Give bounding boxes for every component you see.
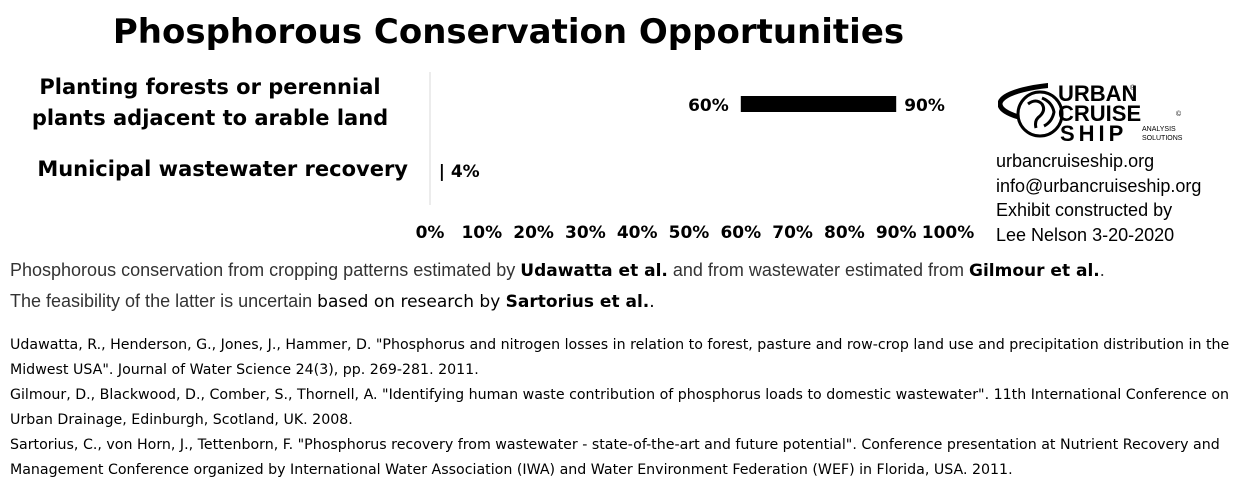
note-text-4: The feasibility of the latter is uncerta… xyxy=(10,291,318,311)
source-note-line-1: Phosphorous conservation from cropping p… xyxy=(10,255,1230,286)
credit-line-1: Exhibit constructed by xyxy=(996,200,1173,220)
email-link[interactable]: info@urbancruiseship.org xyxy=(996,175,1202,196)
tick-label: 10% xyxy=(461,223,502,243)
tick-label: 50% xyxy=(669,223,710,243)
data-label-forests-high: 90% xyxy=(904,96,945,116)
tick-label: 40% xyxy=(617,223,658,243)
reference-udawatta: Udawatta, R., Henderson, G., Jones, J., … xyxy=(10,337,1230,378)
logo-word-cruise: CRUISE xyxy=(1058,101,1141,126)
note-source-gilmour: Gilmour et al. xyxy=(969,261,1100,281)
tick-label: 100% xyxy=(922,223,975,243)
contact-info: urbancruiseship.org info@urbancruiseship… xyxy=(996,149,1201,247)
tick-labels: 0% 10% 20% 30% 40% 50% 60% 70% 80% 90% 100% xyxy=(416,223,975,243)
website-link[interactable]: urbancruiseship.org xyxy=(996,151,1155,171)
logo-word-urban: URBAN xyxy=(1058,81,1137,106)
tick-label: 60% xyxy=(720,223,761,243)
source-note-line-2: The feasibility of the latter is uncerta… xyxy=(10,286,1230,317)
data-label-forests-low: 60% xyxy=(688,96,729,116)
tick-label: 70% xyxy=(772,223,813,243)
logo-tag-analysis: ANALYSIS xyxy=(1142,126,1176,133)
reference-sartorius: Sartorius, C., von Horn, J., Tettenborn,… xyxy=(10,437,1220,478)
chart-title: Phosphorous Conservation Opportunities xyxy=(112,12,905,52)
urban-cruise-ship-logo: URBAN ® CRUISE © SHIP ANALYSIS SOLUTIONS xyxy=(998,80,1183,146)
bar-forests-range xyxy=(740,96,897,112)
logo-copyright-mark: © xyxy=(1176,110,1182,118)
note-text-5: based on research by xyxy=(317,292,506,312)
reference-gilmour: Gilmour, D., Blackwood, D., Comber, S., … xyxy=(10,387,1230,428)
data-label-wastewater: | 4% xyxy=(439,162,480,182)
tick-label: 20% xyxy=(513,223,554,243)
tick-label: 30% xyxy=(565,223,606,243)
chart-area: 0% 10% 20% 30% 40% 50% 60% 70% 80% 90% 100% 60% 90… xyxy=(416,72,975,243)
category-label-wastewater: Municipal wastewater recovery xyxy=(37,157,408,181)
note-text-2: and from wastewater estimated from xyxy=(667,260,970,280)
logo-word-ship: SHIP xyxy=(1060,121,1127,146)
note-source-udawatta: Udawatta et al. xyxy=(520,261,668,281)
note-text-6: . xyxy=(649,292,655,312)
reference-list: Udawatta, R., Henderson, G., Jones, J., … xyxy=(10,333,1232,483)
note-text-1: Phosphorous conservation from cropping p… xyxy=(10,260,521,280)
logo-tag-solutions: SOLUTIONS xyxy=(1142,135,1183,142)
note-source-sartorius: Sartorius et al. xyxy=(505,292,650,312)
source-note: Phosphorous conservation from cropping p… xyxy=(10,255,1230,317)
tick-label: 80% xyxy=(824,223,865,243)
note-text-3: . xyxy=(1099,260,1105,280)
credit-line-2: Lee Nelson 3-20-2020 xyxy=(996,224,1175,245)
tick-label: 0% xyxy=(416,223,445,243)
category-label-forests: Planting forests or perennial plants adj… xyxy=(31,75,389,130)
logo-backdrop xyxy=(1048,80,1166,140)
tick-label: 90% xyxy=(876,223,917,243)
logo-registered-mark: ® xyxy=(1130,84,1136,92)
globe-continents-icon xyxy=(1027,96,1056,129)
